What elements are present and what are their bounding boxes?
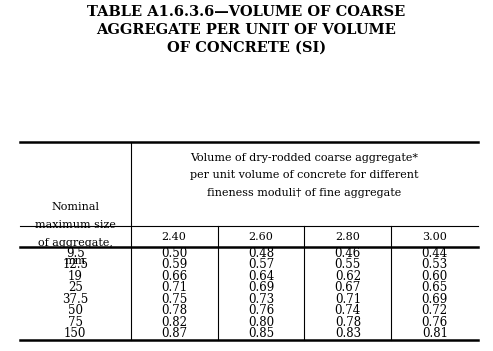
Text: 0.65: 0.65	[422, 282, 448, 294]
Text: 25: 25	[68, 282, 83, 294]
Text: 0.71: 0.71	[335, 293, 361, 306]
Text: 0.72: 0.72	[422, 304, 448, 317]
Text: Volume of dry-rodded coarse aggregate*: Volume of dry-rodded coarse aggregate*	[190, 153, 419, 163]
Text: AGGREGATE PER UNIT OF VOLUME: AGGREGATE PER UNIT OF VOLUME	[97, 23, 396, 37]
Text: 0.76: 0.76	[248, 304, 274, 317]
Text: 0.69: 0.69	[422, 293, 448, 306]
Text: of aggregate,: of aggregate,	[38, 238, 112, 248]
Text: mm: mm	[65, 256, 86, 266]
Text: 0.87: 0.87	[161, 327, 187, 340]
Text: 0.82: 0.82	[161, 316, 187, 329]
Text: 0.67: 0.67	[335, 282, 361, 294]
Text: 12.5: 12.5	[62, 258, 88, 271]
Text: 0.59: 0.59	[161, 258, 187, 271]
Text: 9.5: 9.5	[66, 247, 85, 260]
Text: 0.60: 0.60	[422, 270, 448, 283]
Text: TABLE A1.6.3.6—VOLUME OF COARSE: TABLE A1.6.3.6—VOLUME OF COARSE	[87, 5, 406, 19]
Text: 0.44: 0.44	[422, 247, 448, 260]
Text: 0.55: 0.55	[335, 258, 361, 271]
Text: 0.69: 0.69	[248, 282, 274, 294]
Text: 0.53: 0.53	[422, 258, 448, 271]
Text: 0.78: 0.78	[335, 316, 361, 329]
Text: 0.73: 0.73	[248, 293, 274, 306]
Text: 150: 150	[64, 327, 86, 340]
Text: 0.74: 0.74	[335, 304, 361, 317]
Text: 75: 75	[68, 316, 83, 329]
Text: 0.57: 0.57	[248, 258, 274, 271]
Text: 0.80: 0.80	[248, 316, 274, 329]
Text: 0.76: 0.76	[422, 316, 448, 329]
Text: 50: 50	[68, 304, 83, 317]
Text: 3.00: 3.00	[423, 232, 447, 242]
Text: 0.48: 0.48	[248, 247, 274, 260]
Text: 0.85: 0.85	[248, 327, 274, 340]
Text: 0.78: 0.78	[161, 304, 187, 317]
Text: 0.81: 0.81	[422, 327, 448, 340]
Text: 19: 19	[68, 270, 83, 283]
Text: 0.46: 0.46	[335, 247, 361, 260]
Text: 0.62: 0.62	[335, 270, 361, 283]
Text: fineness moduli† of fine aggregate: fineness moduli† of fine aggregate	[207, 188, 402, 198]
Text: 0.50: 0.50	[161, 247, 187, 260]
Text: 0.75: 0.75	[161, 293, 187, 306]
Text: 0.66: 0.66	[161, 270, 187, 283]
Text: per unit volume of concrete for different: per unit volume of concrete for differen…	[190, 170, 419, 180]
Text: 2.40: 2.40	[162, 232, 186, 242]
Text: 0.83: 0.83	[335, 327, 361, 340]
Text: 0.64: 0.64	[248, 270, 274, 283]
Text: 0.71: 0.71	[161, 282, 187, 294]
Text: 2.60: 2.60	[248, 232, 274, 242]
Text: 37.5: 37.5	[62, 293, 88, 306]
Text: OF CONCRETE (SI): OF CONCRETE (SI)	[167, 40, 326, 54]
Text: Nominal: Nominal	[51, 201, 99, 212]
Text: maximum size: maximum size	[35, 220, 116, 230]
Text: 2.80: 2.80	[335, 232, 360, 242]
